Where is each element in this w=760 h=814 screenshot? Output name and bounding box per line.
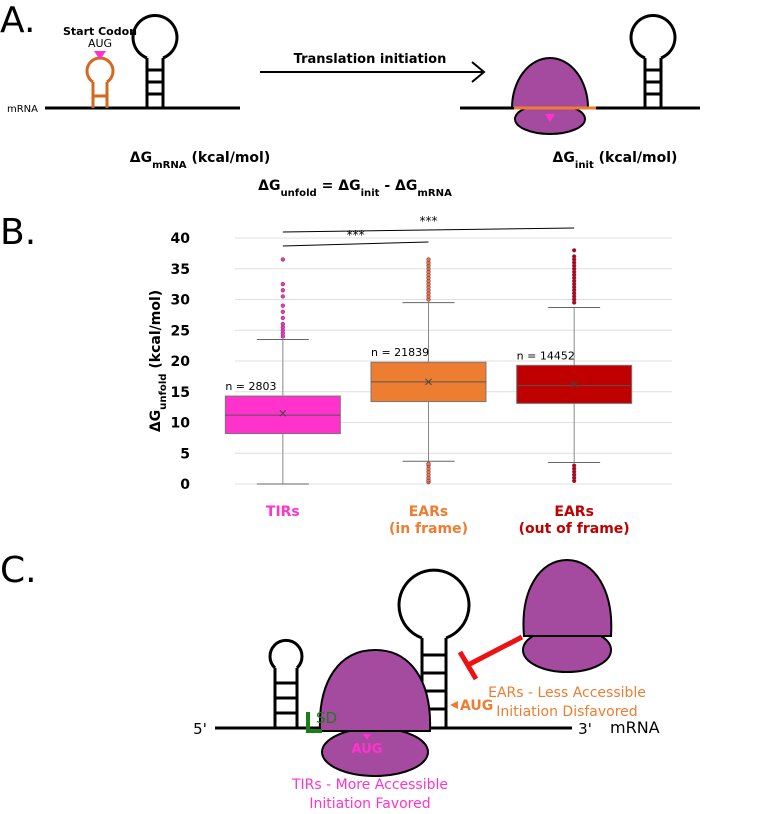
ribosome-large <box>522 558 613 637</box>
ear-text: Initiation Disfavored <box>496 704 637 720</box>
ribosome-large <box>318 648 432 732</box>
mean <box>279 409 287 417</box>
codon-label: AUG <box>88 37 112 50</box>
subscript: unfold <box>280 188 316 199</box>
rich-text: ΔGmRNA (kcal/mol) <box>130 150 270 171</box>
outlier <box>280 257 285 262</box>
tir-text: TIRs - More Accessible <box>291 777 448 793</box>
outlier <box>572 254 577 259</box>
category-line: (in frame) <box>389 521 468 537</box>
text-part: ΔG <box>148 410 164 432</box>
outlier <box>426 257 431 262</box>
inhibition-line <box>466 634 524 668</box>
outlier <box>280 303 285 308</box>
category-line: EARs <box>409 504 449 520</box>
y-tick-label: 10 <box>171 416 191 432</box>
outlier <box>572 248 577 253</box>
hairpin <box>629 14 677 108</box>
significance-bracket <box>282 227 575 233</box>
aug-label: AUG <box>352 742 383 757</box>
y-tick-label: 5 <box>180 446 190 462</box>
panel-label: B. <box>0 212 36 253</box>
three-prime: 3' <box>578 720 592 738</box>
codon-marker <box>545 114 555 122</box>
sd-label: SD <box>316 709 337 727</box>
text-part: = ΔG <box>317 178 361 194</box>
y-tick-label: 40 <box>171 231 191 247</box>
rich-text: ΔGunfold (kcal/mol) <box>148 290 169 432</box>
ribosome-large <box>510 57 590 109</box>
aug-marker <box>363 734 371 740</box>
significance-label: *** <box>347 228 365 242</box>
text-part: (kcal/mol) <box>148 290 164 374</box>
text-part: (kcal/mol) <box>594 150 678 166</box>
tir-text: Initiation Favored <box>309 796 430 812</box>
codon-marker <box>94 51 106 60</box>
mean <box>425 378 432 386</box>
y-tick-label: 30 <box>171 293 191 309</box>
ear-text: EARs - Less Accessible <box>488 685 646 701</box>
y-tick-label: 0 <box>180 477 190 493</box>
y-tick-label: 15 <box>171 385 190 401</box>
inhibition-bar <box>457 650 479 681</box>
subscript: init <box>575 160 594 171</box>
text-part: ΔG <box>130 150 152 166</box>
arrow-label: Translation initiation <box>294 52 447 67</box>
category-label: EARs (out of frame) <box>519 504 630 537</box>
category-label: EARs (in frame) <box>389 504 468 537</box>
category-line: TIRs <box>266 504 300 520</box>
outlier <box>280 309 285 314</box>
text-part: ΔG <box>258 178 280 194</box>
panel-label: A. <box>0 0 35 41</box>
category-label: TIRs <box>266 504 300 520</box>
category-line: EARs <box>554 504 594 520</box>
n-label: n = 21839 <box>371 346 429 359</box>
panel-label: C. <box>0 550 37 591</box>
y-tick-label: 20 <box>171 354 191 370</box>
text-part: - ΔG <box>379 178 417 194</box>
sd-marker <box>306 712 322 733</box>
y-tick-label: 35 <box>171 262 190 278</box>
y-tick-label: 25 <box>171 323 190 339</box>
hairpin <box>131 14 179 108</box>
n-label: n = 2803 <box>225 380 276 393</box>
large-hairpin <box>397 568 471 728</box>
aug-label: AUG <box>460 698 493 714</box>
outlier <box>280 294 285 299</box>
small-hairpin <box>268 638 304 728</box>
outlier <box>426 461 431 466</box>
subscript: mRNA <box>417 188 452 199</box>
outlier <box>280 315 285 321</box>
five-prime: 5' <box>193 720 207 738</box>
rich-text: ΔGunfold = ΔGinit - ΔGmRNA <box>258 178 452 199</box>
category-line: (out of frame) <box>519 521 630 537</box>
subscript: mRNA <box>152 160 187 171</box>
outlier <box>280 322 285 327</box>
outlier <box>572 463 577 468</box>
subscript: unfold <box>158 374 169 410</box>
arrow-head <box>471 61 486 83</box>
outlier <box>280 288 285 293</box>
mean <box>570 381 578 388</box>
start-codon-label: Start Codon <box>63 25 137 38</box>
significance-label: *** <box>420 214 438 228</box>
n-label: n = 14452 <box>517 349 575 362</box>
significance-bracket <box>282 241 429 247</box>
mrna-label: mRNA <box>7 104 38 115</box>
rich-text: ΔGinit (kcal/mol) <box>553 150 678 171</box>
mrna-label: mRNA <box>610 718 660 737</box>
text-part: ΔG <box>553 150 575 166</box>
outlier <box>280 282 285 287</box>
subscript: init <box>361 188 380 199</box>
text-part: (kcal/mol) <box>187 150 271 166</box>
start-hairpin <box>85 56 115 108</box>
aug-marker <box>450 701 458 709</box>
